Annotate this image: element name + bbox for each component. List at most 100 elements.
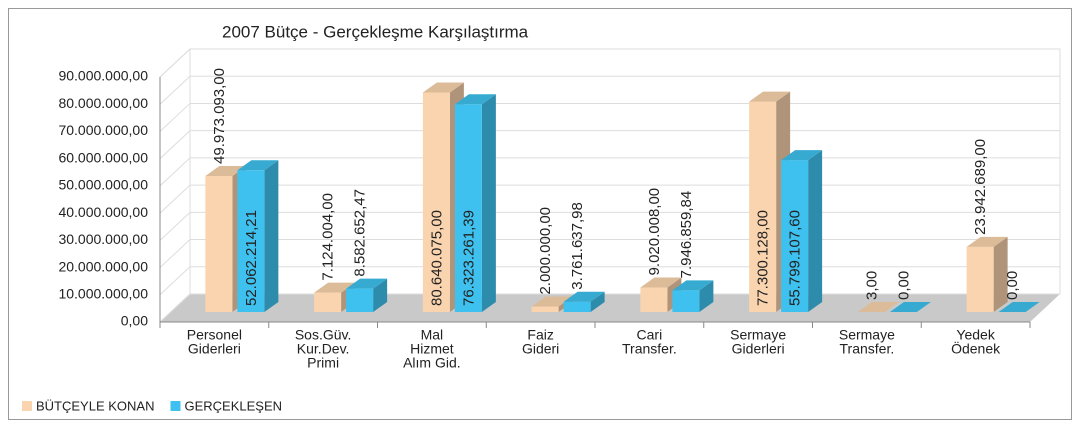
y-tick-label: 60.000.000,00 (58, 149, 148, 165)
bar-side (264, 160, 279, 312)
legend-swatch (22, 401, 32, 411)
value-label: 0,00 (895, 271, 912, 300)
bar-front (314, 292, 342, 312)
bar-front (454, 104, 482, 312)
grid-line (159, 75, 1060, 105)
bar-top (531, 296, 573, 307)
x-tick-label: Sos.Güv. (295, 327, 352, 343)
value-label: 55.799.107,60 (787, 210, 804, 306)
bar-front (346, 288, 374, 312)
bar (889, 302, 931, 312)
bar-side (481, 94, 496, 312)
x-tick-label: Faiz (527, 327, 553, 343)
bar-front (640, 287, 668, 312)
chart-title: 2007 Bütçe - Gerçekleşme Karşılaştırma (222, 22, 529, 41)
bar-front (966, 246, 994, 312)
bar (672, 280, 714, 312)
value-label: 3.761.637,98 (569, 202, 586, 290)
legend-label: BÜTÇEYLE KONAN (36, 398, 154, 413)
x-tick-label: Personel (187, 327, 242, 343)
bar (749, 91, 791, 313)
y-tick-label: 80.000.000,00 (58, 95, 148, 111)
bar-front (531, 306, 559, 312)
bar-top (205, 165, 247, 176)
value-label: 9.020.008,00 (646, 188, 663, 276)
y-tick-label: 10.000.000,00 (58, 285, 148, 301)
bar (563, 291, 605, 312)
bar (346, 278, 388, 312)
value-label: 77.300.128,00 (755, 210, 772, 306)
x-tick-label: Transfer. (840, 341, 895, 357)
bar-top (749, 91, 791, 102)
bar-top (563, 291, 605, 302)
bar-top (889, 302, 931, 312)
bar-front (672, 290, 700, 312)
bar-top (857, 302, 899, 312)
bar-front (237, 170, 265, 312)
x-tick-label: Sermaye (730, 327, 786, 343)
y-tick-label: 0,00 (121, 313, 148, 329)
x-tick-label: Alım Gid. (403, 355, 461, 371)
x-tick-label: Primi (307, 355, 339, 371)
bar-top (672, 280, 714, 291)
bar-side (590, 291, 605, 312)
bar-side (993, 236, 1008, 312)
floor (160, 294, 1060, 322)
x-tick-label: Gideri (522, 341, 559, 357)
bar-top (966, 236, 1008, 247)
value-label: 7.946.859,84 (678, 191, 695, 279)
bar (857, 302, 899, 312)
bar-top (454, 94, 496, 105)
bar-top (640, 277, 682, 288)
bar-front (749, 101, 777, 313)
x-tick-label: Giderleri (732, 341, 785, 357)
value-label: 8.582.652,47 (352, 189, 369, 277)
bar-top (314, 282, 356, 293)
value-label: 76.323.261,39 (460, 210, 477, 306)
bar-top (998, 302, 1040, 312)
legend-swatch (170, 401, 181, 411)
y-tick-label: 30.000.000,00 (58, 231, 148, 247)
bar (237, 160, 279, 312)
value-label: 49.973.093,00 (211, 68, 228, 164)
x-tick-label: Sermaye (839, 327, 895, 343)
bar-top (781, 150, 823, 161)
bar-front (205, 175, 233, 312)
value-label: 2.000.000,00 (537, 207, 554, 295)
value-label: 23.942.689,00 (972, 139, 989, 235)
x-tick-label: Mal (421, 327, 444, 343)
bar-top (422, 82, 464, 93)
x-tick-label: Cari (637, 327, 663, 343)
bar (998, 302, 1040, 312)
x-tick-label: Yedek (956, 327, 995, 343)
legend-label: GERÇEKLEŞEN (184, 398, 282, 413)
bar-top (237, 160, 279, 171)
x-tick-label: Giderleri (188, 341, 241, 357)
bar (966, 236, 1008, 312)
y-tick-label: 70.000.000,00 (58, 122, 148, 138)
x-tick-label: Transfer. (622, 341, 677, 357)
bar-front (781, 160, 809, 312)
x-tick-label: Kur.Dev. (297, 341, 350, 357)
bar-top (346, 278, 388, 289)
value-label: 7.124.004,00 (320, 193, 337, 281)
y-tick-label: 50.000.000,00 (58, 177, 148, 193)
bar-front (563, 301, 591, 312)
y-tick-label: 90.000.000,00 (58, 68, 148, 84)
bar-side (808, 150, 823, 312)
bar-side (699, 280, 714, 312)
bar-side (373, 278, 388, 312)
bar (454, 94, 496, 312)
value-label: 0,00 (1004, 271, 1021, 300)
value-label: 52.062.214,21 (243, 210, 260, 306)
y-tick-label: 20.000.000,00 (58, 258, 148, 274)
y-tick-label: 40.000.000,00 (58, 204, 148, 220)
bar-front (422, 92, 450, 312)
grid-line (159, 48, 1060, 78)
value-label: 3,00 (863, 271, 880, 300)
x-tick-label: Ödenek (951, 340, 1001, 357)
value-label: 80.640.075,00 (428, 210, 445, 306)
x-tick-label: Hizmet (410, 341, 454, 357)
bar (781, 150, 823, 312)
